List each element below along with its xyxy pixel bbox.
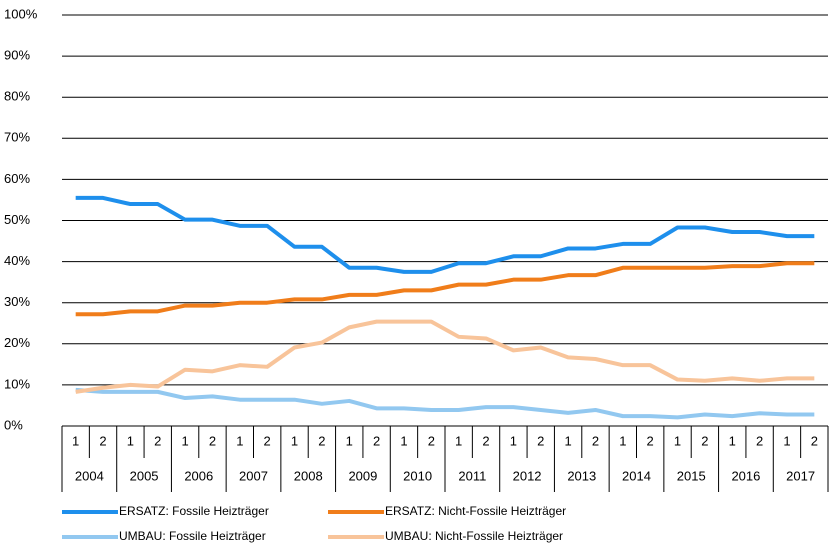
x-tick-label: 1 [127, 433, 134, 448]
y-tick-label: 100% [4, 6, 38, 21]
y-tick-label: 0% [4, 417, 23, 432]
y-tick-label: 70% [4, 130, 30, 145]
x-group-label: 2014 [622, 468, 651, 483]
x-tick-label: 2 [701, 433, 708, 448]
x-tick-label: 2 [482, 433, 489, 448]
y-tick-label: 60% [4, 171, 30, 186]
x-group-label: 2005 [130, 468, 159, 483]
legend-label: ERSATZ: Fossile Heizträger [119, 504, 269, 518]
x-tick-label: 2 [537, 433, 544, 448]
x-tick-label: 1 [729, 433, 736, 448]
y-tick-label: 50% [4, 212, 30, 227]
x-tick-label: 2 [428, 433, 435, 448]
x-tick-label: 1 [72, 433, 79, 448]
x-group-label: 2006 [184, 468, 213, 483]
x-tick-label: 2 [154, 433, 161, 448]
x-tick-label: 1 [455, 433, 462, 448]
x-group-label: 2009 [348, 468, 377, 483]
x-tick-label: 1 [510, 433, 517, 448]
y-tick-label: 90% [4, 48, 30, 63]
y-tick-label: 20% [4, 335, 30, 350]
legend-label: ERSATZ: Nicht-Fossile Heizträger [385, 504, 566, 518]
x-tick-label: 2 [592, 433, 599, 448]
legend-label: UMBAU: Nicht-Fossile Heizträger [385, 529, 563, 543]
series-line [75, 319, 815, 394]
legend-label: UMBAU: Fossile Heizträger [119, 529, 266, 543]
x-tick-label: 1 [291, 433, 298, 448]
x-tick-label: 1 [674, 433, 681, 448]
x-group-label: 2013 [567, 468, 596, 483]
x-tick-label: 2 [318, 433, 325, 448]
x-tick-label: 2 [756, 433, 763, 448]
x-tick-label: 2 [647, 433, 654, 448]
series-line [75, 261, 815, 317]
x-tick-label: 2 [209, 433, 216, 448]
y-tick-label: 40% [4, 253, 30, 268]
y-tick-label: 10% [4, 376, 30, 391]
x-tick-label: 2 [811, 433, 818, 448]
x-tick-label: 1 [619, 433, 626, 448]
x-group-label: 2008 [294, 468, 323, 483]
y-tick-label: 80% [4, 89, 30, 104]
x-group-label: 2004 [75, 468, 104, 483]
series-line [75, 195, 815, 274]
x-tick-label: 1 [181, 433, 188, 448]
series-line [75, 387, 815, 420]
x-group-label: 2007 [239, 468, 268, 483]
x-tick-label: 1 [236, 433, 243, 448]
x-tick-label: 1 [400, 433, 407, 448]
x-tick-label: 1 [346, 433, 353, 448]
x-group-label: 2011 [458, 468, 486, 483]
x-group-label: 2017 [786, 468, 815, 483]
x-group-label: 2015 [677, 468, 706, 483]
x-tick-label: 1 [564, 433, 571, 448]
y-tick-label: 30% [4, 294, 30, 309]
x-group-label: 2010 [403, 468, 432, 483]
x-tick-label: 1 [783, 433, 790, 448]
x-group-label: 2016 [731, 468, 760, 483]
x-tick-label: 2 [264, 433, 271, 448]
x-group-label: 2012 [513, 468, 542, 483]
x-tick-label: 2 [373, 433, 380, 448]
x-tick-label: 2 [99, 433, 106, 448]
